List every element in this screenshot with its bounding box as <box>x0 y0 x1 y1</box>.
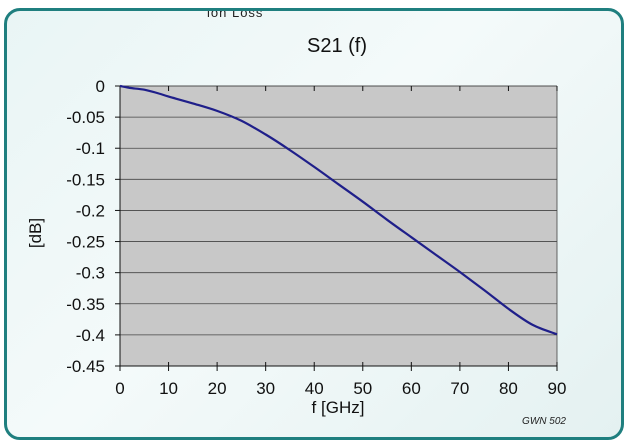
x-tick-labels: 0 10 20 30 40 50 60 70 80 90 <box>115 379 566 398</box>
x-axis-label: f [GHz] <box>312 398 365 417</box>
plot-area <box>120 86 557 366</box>
y-axis-label: [dB] <box>26 218 45 248</box>
x-tick-label: 70 <box>450 379 469 398</box>
y-tick-label: -0.2 <box>76 201 105 220</box>
series-line <box>119 84 558 336</box>
y-tick-label: -0.25 <box>66 233 105 252</box>
x-tick-label: 80 <box>499 379 518 398</box>
watermark: GWN 502 <box>522 416 566 427</box>
y-tick-label: -0.35 <box>66 295 105 314</box>
x-tick-label: 0 <box>115 379 124 398</box>
y-tick-label: -0.3 <box>76 264 105 283</box>
chart-title: S21 (f) <box>307 35 367 57</box>
x-tick-label: 50 <box>353 379 372 398</box>
y-tick-label: -0.05 <box>66 108 105 127</box>
x-tick-label: 40 <box>305 379 324 398</box>
y-tick-label: -0.45 <box>66 357 105 376</box>
chart-svg: S21 (f) 0 10 20 30 40 50 60 70 80 90 0 -0.05 -0.1 -0… <box>26 35 566 427</box>
y-tick-label: -0.4 <box>76 326 105 345</box>
x-tick-label: 30 <box>256 379 275 398</box>
y-tick-labels: 0 -0.05 -0.1 -0.15 -0.2 -0.25 -0.3 -0.35 -0.4 -0.… <box>66 77 105 376</box>
x-tick-label: 20 <box>208 379 227 398</box>
axes <box>115 85 558 371</box>
x-tick-label: 10 <box>159 379 178 398</box>
y-tick-label: 0 <box>96 77 105 96</box>
x-tick-label: 60 <box>402 379 421 398</box>
y-tick-label: -0.15 <box>66 170 105 189</box>
y-tick-label: -0.1 <box>76 139 105 158</box>
chart-frame: ion Loss S21 (f) 0 10 20 30 40 50 60 70 80 90 0 -0… <box>4 8 624 440</box>
x-tick-label: 90 <box>548 379 567 398</box>
header-fragment: ion Loss <box>207 8 264 20</box>
